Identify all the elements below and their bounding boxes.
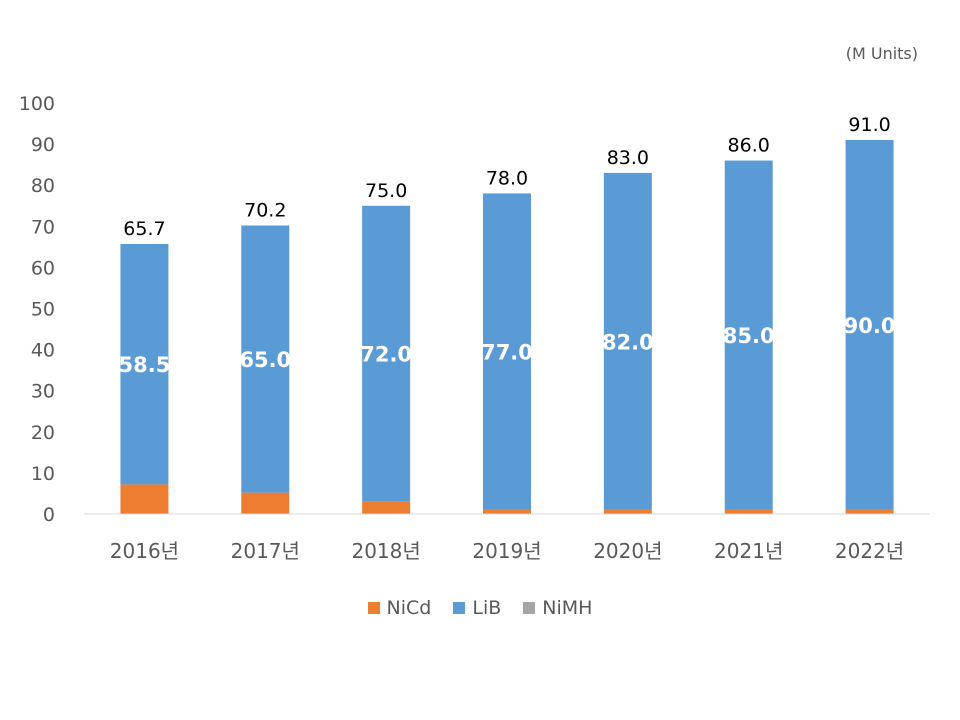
y-tick-label: 60 <box>31 257 55 279</box>
inner-value-label: 65.0 <box>239 348 291 372</box>
x-tick-label: 2020년 <box>593 539 662 563</box>
x-tick-label: 2021년 <box>714 539 783 563</box>
bar-segment-nicd <box>241 492 290 514</box>
y-tick-label: 100 <box>19 93 55 115</box>
bar-segment-nicd <box>845 509 894 514</box>
bar-segment-lib <box>603 172 652 510</box>
inner-value-label: 82.0 <box>602 330 654 354</box>
bar-segment-lib <box>845 139 894 510</box>
legend-item-nimh: NiMH <box>523 597 592 619</box>
legend-swatch <box>523 602 536 614</box>
total-value-label: 75.0 <box>365 180 407 202</box>
inner-value-label: 85.0 <box>723 324 775 348</box>
legend-swatch <box>367 602 380 614</box>
x-tick-label: 2022년 <box>835 539 904 563</box>
y-tick-label: 0 <box>43 504 55 526</box>
y-tick-label: 80 <box>31 175 55 197</box>
total-value-label: 83.0 <box>607 147 649 169</box>
legend-item-lib: LiB <box>453 597 501 619</box>
total-value-label: 70.2 <box>244 199 286 221</box>
inner-value-label: 72.0 <box>360 343 412 367</box>
bar-segment-lib <box>120 243 169 485</box>
total-value-label: 91.0 <box>848 114 890 136</box>
y-tick-label: 20 <box>31 422 55 444</box>
y-axis: 0 10 20 30 40 50 60 70 80 90 100 <box>19 93 55 526</box>
inner-value-label: 58.5 <box>119 353 171 377</box>
y-tick-label: 40 <box>31 340 55 362</box>
x-axis: 2016년 2017년 2018년 2019년 2020년 2021년 2022년 <box>84 513 930 563</box>
x-tick-label: 2016년 <box>110 539 179 563</box>
bar-segment-lib <box>483 193 531 510</box>
legend-label: NiMH <box>542 597 593 619</box>
total-value-label: 78.0 <box>486 167 528 189</box>
legend-label: NiCd <box>386 597 432 619</box>
inner-value-label: 77.0 <box>481 341 533 365</box>
legend: NiCd LiB NiMH <box>0 597 960 619</box>
bar-segment-nicd <box>120 484 169 514</box>
y-tick-label: 90 <box>31 134 55 156</box>
y-tick-label: 50 <box>31 299 55 321</box>
x-tick-label: 2018년 <box>351 539 420 563</box>
bar-segment-nicd <box>362 501 411 514</box>
bar-segment-lib <box>362 205 411 502</box>
bar-segment-lib <box>724 160 773 510</box>
y-tick-label: 10 <box>31 463 55 485</box>
x-tick-label: 2017년 <box>231 539 300 563</box>
data-labels: 58.5 65.7 65.0 70.2 72.0 75.0 77.0 78.0 82.0 83.0… <box>119 114 896 377</box>
inner-value-label: 90.0 <box>844 314 896 338</box>
unit-label: (M Units) <box>845 44 918 63</box>
total-value-label: 65.7 <box>123 218 165 240</box>
bars <box>120 139 894 514</box>
legend-item-nicd: NiCd <box>367 597 432 619</box>
y-tick-label: 30 <box>31 381 55 403</box>
bar-segment-nicd <box>483 509 531 514</box>
bar-segment-nicd <box>603 509 652 514</box>
legend-swatch <box>453 602 466 614</box>
x-tick-label: 2019년 <box>472 539 541 563</box>
y-tick-label: 70 <box>31 216 55 238</box>
total-value-label: 86.0 <box>728 135 770 157</box>
bar-segment-lib <box>241 225 290 493</box>
bar-segment-nicd <box>724 509 773 514</box>
legend-label: LiB <box>472 597 502 619</box>
